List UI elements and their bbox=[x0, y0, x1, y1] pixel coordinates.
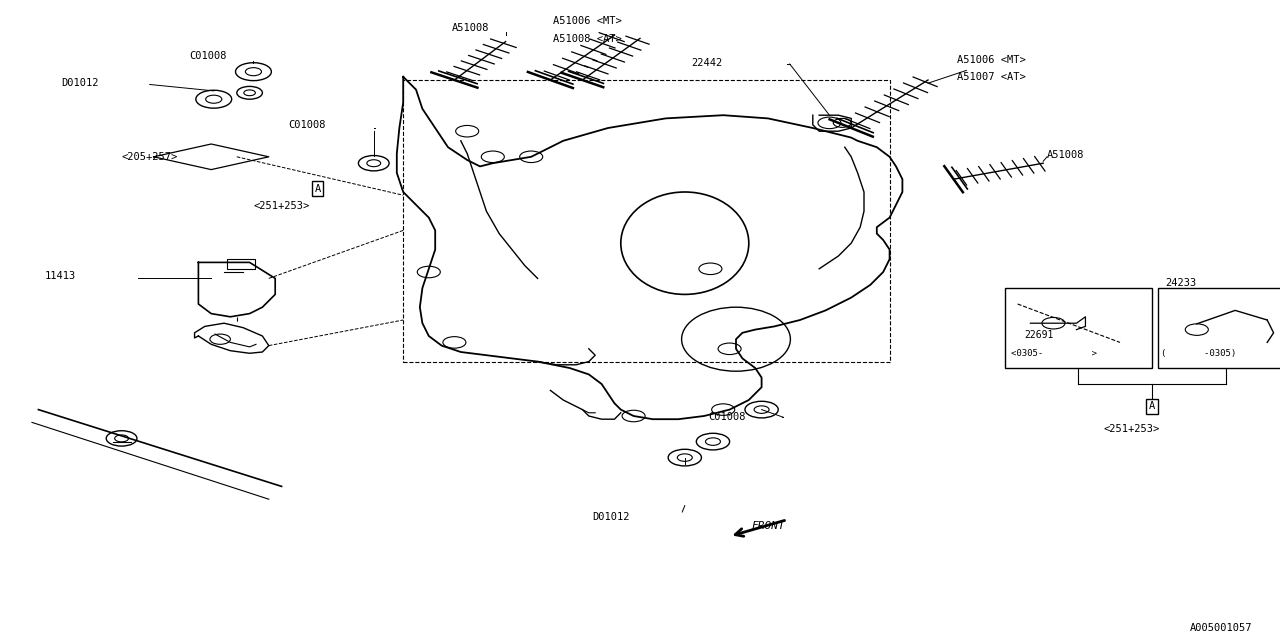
Bar bbox=[1158, 288, 1280, 368]
Bar bbox=[1005, 288, 1152, 368]
Text: <251+253>: <251+253> bbox=[1103, 424, 1160, 434]
Text: A: A bbox=[1149, 401, 1155, 412]
Text: A51008 <AT>: A51008 <AT> bbox=[553, 34, 622, 44]
Text: FRONT: FRONT bbox=[751, 521, 785, 531]
Text: C01008: C01008 bbox=[288, 120, 325, 130]
Text: 22691: 22691 bbox=[1024, 330, 1053, 340]
Text: A51008: A51008 bbox=[452, 22, 489, 33]
Text: A51008: A51008 bbox=[1047, 150, 1084, 160]
Text: C01008: C01008 bbox=[189, 51, 227, 61]
Text: A51007 <AT>: A51007 <AT> bbox=[957, 72, 1027, 83]
Text: <0305-         >: <0305- > bbox=[1011, 349, 1097, 358]
Text: 24233: 24233 bbox=[1165, 278, 1196, 288]
Text: D01012: D01012 bbox=[593, 512, 630, 522]
Text: 22442: 22442 bbox=[691, 58, 722, 68]
Text: A005001057: A005001057 bbox=[1189, 623, 1252, 634]
Text: A51006 <MT>: A51006 <MT> bbox=[553, 16, 622, 26]
Text: A51006 <MT>: A51006 <MT> bbox=[957, 54, 1027, 65]
Text: <251+253>: <251+253> bbox=[253, 201, 310, 211]
Text: C01008: C01008 bbox=[708, 412, 745, 422]
Bar bbox=[403, 80, 890, 362]
Text: A: A bbox=[315, 184, 320, 194]
Text: (       -0305): ( -0305) bbox=[1161, 349, 1236, 358]
Text: 11413: 11413 bbox=[45, 271, 76, 282]
Text: D01012: D01012 bbox=[61, 78, 99, 88]
Text: <205+257>: <205+257> bbox=[122, 152, 178, 162]
Bar bbox=[227, 259, 255, 269]
